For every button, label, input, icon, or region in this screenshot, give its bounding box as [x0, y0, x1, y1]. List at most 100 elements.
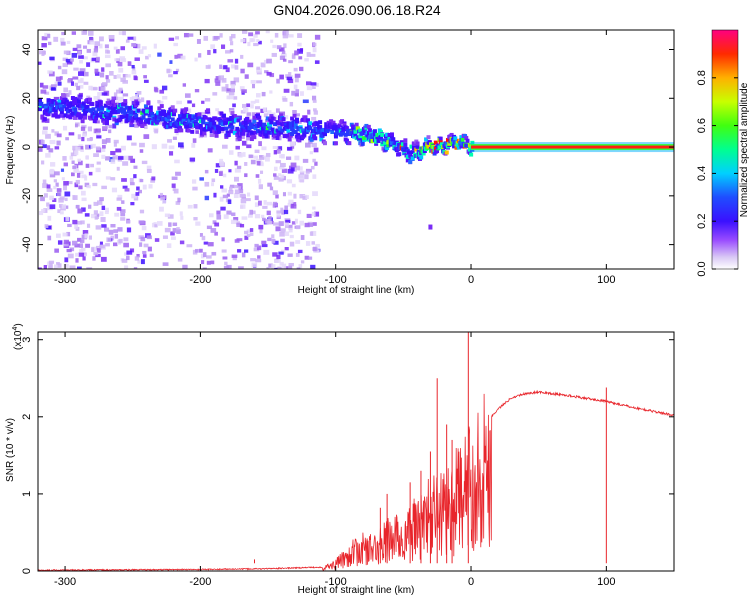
- heatmap-cell: [223, 265, 230, 269]
- heatmap-cell: [72, 76, 79, 80]
- heatmap-cell: [146, 235, 152, 240]
- heatmap-cell: [113, 92, 118, 97]
- heatmap-cell: [38, 98, 42, 103]
- heatmap-cell: [60, 168, 65, 172]
- heatmap-cell: [74, 149, 79, 154]
- heatmap-cell: [116, 166, 120, 171]
- heatmap-cell: [141, 115, 146, 120]
- heatmap-cell: [114, 58, 120, 62]
- heatmap-cell: [71, 160, 75, 165]
- heatmap-cell: [172, 222, 178, 227]
- heatmap-cell: [133, 75, 137, 81]
- heatmap-cell: [42, 85, 49, 89]
- heatmap-cell: [159, 89, 165, 94]
- heatmap-cell: [276, 146, 283, 151]
- heatmap-cell: [85, 155, 89, 160]
- heatmap-cell: [57, 209, 61, 214]
- heatmap-cell: [186, 244, 193, 248]
- heatmap-cell: [253, 247, 260, 252]
- heatmap-cell: [168, 124, 173, 129]
- heatmap-cell: [89, 37, 94, 42]
- heatmap-cell: [271, 52, 277, 57]
- heatmap-cell: [246, 103, 251, 108]
- heatmap-cell: [125, 118, 130, 123]
- heatmap-cell: [100, 86, 106, 92]
- heatmap-cell: [38, 267, 42, 269]
- heatmap-cell: [241, 252, 246, 258]
- heatmap-cell: [382, 141, 387, 146]
- heatmap-cell: [131, 142, 137, 146]
- heatmap-cell: [94, 71, 100, 76]
- heatmap-cell: [74, 151, 79, 156]
- heatmap-cell: [329, 119, 334, 124]
- heatmap-cell: [168, 37, 175, 41]
- heatmap-cell: [403, 142, 408, 147]
- heatmap-cell: [81, 234, 87, 240]
- heatmap-cell: [44, 32, 50, 37]
- heatmap-cell: [57, 81, 62, 86]
- heatmap-cell: [187, 118, 192, 123]
- heatmap-cell: [237, 249, 242, 253]
- heatmap-cell: [414, 147, 419, 152]
- heatmap-cell: [146, 169, 152, 174]
- heatmap-cell: [222, 173, 227, 178]
- heatmap-cell: [139, 149, 144, 153]
- heatmap-cell: [63, 185, 68, 191]
- heatmap-cell: [57, 191, 62, 197]
- heatmap-cell: [270, 127, 275, 132]
- heatmap-cell: [130, 182, 135, 186]
- heatmap-cell: [47, 215, 52, 221]
- heatmap-cell: [269, 90, 273, 94]
- heatmap-cell: [67, 253, 74, 259]
- heatmap-cell: [238, 122, 243, 127]
- heatmap-cell: [230, 80, 236, 86]
- heatmap-cell: [142, 121, 147, 126]
- heatmap-cell: [59, 109, 64, 114]
- heatmap-cell: [73, 108, 78, 113]
- heatmap-cell: [38, 107, 42, 112]
- heatmap-cell: [151, 176, 156, 181]
- heatmap-cell: [84, 213, 90, 217]
- heatmap-cell: [42, 130, 48, 135]
- heatmap-cell: [357, 136, 362, 141]
- heatmap-cell: [139, 117, 144, 122]
- heatmap-cell: [140, 111, 145, 116]
- heatmap-cell: [199, 233, 203, 237]
- heatmap-cell: [280, 174, 285, 179]
- heatmap-cell: [246, 233, 251, 238]
- heatmap-cell: [195, 122, 200, 127]
- heatmap-cell: [278, 173, 282, 177]
- heatmap-cell: [105, 243, 110, 247]
- heatmap-cell: [236, 118, 241, 123]
- heatmap-cell: [411, 145, 416, 150]
- heatmap-cell: [49, 195, 54, 201]
- heatmap-cell: [315, 243, 320, 248]
- heatmap-cell: [281, 168, 288, 173]
- heatmap-cell: [111, 187, 118, 193]
- heatmap-cell: [279, 261, 284, 266]
- heatmap-cell: [243, 122, 248, 127]
- heatmap-cell: [110, 150, 116, 156]
- heatmap-cell: [86, 62, 91, 67]
- heatmap-cell: [298, 166, 303, 171]
- heatmap-cell: [219, 196, 224, 202]
- heatmap-cell: [265, 152, 271, 158]
- heatmap-cell: [162, 262, 169, 266]
- heatmap-cell: [309, 136, 314, 141]
- heatmap-cell: [62, 125, 68, 131]
- heatmap-cell: [78, 55, 84, 59]
- heatmap-cell: [189, 122, 194, 127]
- heatmap-cell: [402, 151, 407, 156]
- heatmap-cell: [256, 68, 262, 73]
- heatmap-cell: [55, 233, 61, 238]
- heatmap-cell: [324, 122, 329, 127]
- heatmap-cell: [222, 144, 228, 149]
- heatmap-cell: [164, 227, 171, 233]
- heatmap-cell: [220, 185, 224, 189]
- heatmap-cell: [296, 113, 300, 117]
- heatmap-cell: [105, 207, 109, 213]
- heatmap-cell: [46, 145, 51, 150]
- heatmap-cell: [286, 76, 293, 81]
- heatmap-cell: [445, 137, 450, 142]
- heatmap-cell: [41, 52, 45, 57]
